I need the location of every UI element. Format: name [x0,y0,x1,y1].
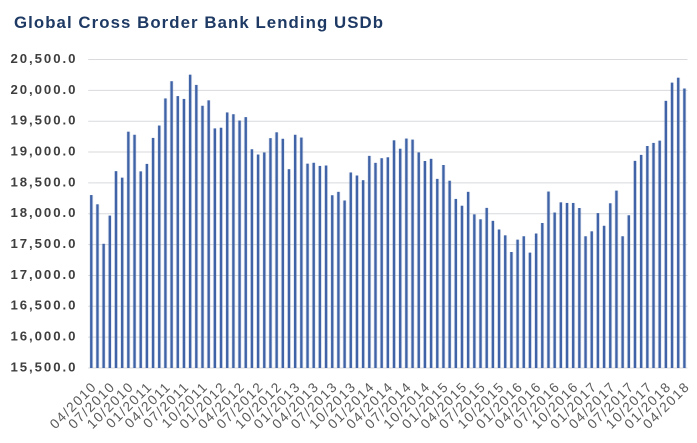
svg-text:19,000.0: 19,000.0 [10,143,77,158]
svg-text:16,000.0: 16,000.0 [10,329,77,344]
svg-text:18,000.0: 18,000.0 [10,205,77,220]
svg-text:16,500.0: 16,500.0 [10,298,77,313]
svg-text:20,000.0: 20,000.0 [10,82,77,97]
svg-text:20,500.0: 20,500.0 [10,51,77,66]
svg-text:18,500.0: 18,500.0 [10,174,77,189]
svg-text:19,500.0: 19,500.0 [10,113,77,128]
svg-text:15,500.0: 15,500.0 [10,359,77,374]
svg-text:17,500.0: 17,500.0 [10,236,77,251]
svg-text:17,000.0: 17,000.0 [10,267,77,282]
